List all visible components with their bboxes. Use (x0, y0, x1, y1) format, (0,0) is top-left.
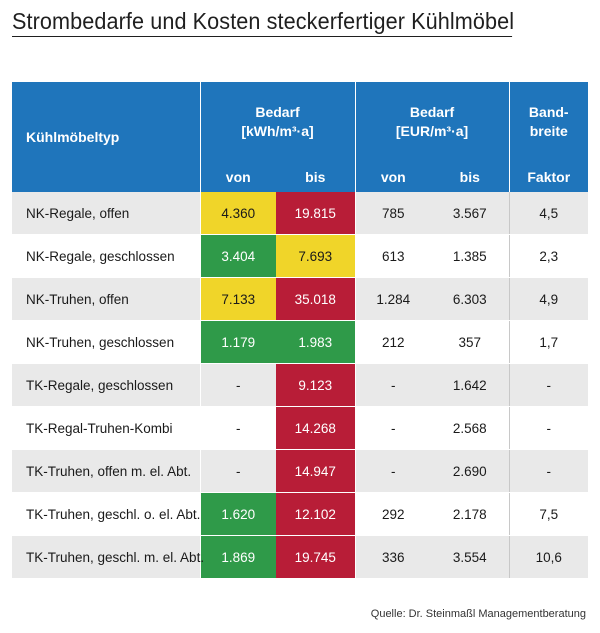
cell-faktor: - (509, 449, 589, 493)
cell-eur-bis: 2.178 (431, 492, 510, 536)
table-row: NK-Regale, geschlossen 3.404 7.693 613 1.385… (12, 234, 589, 278)
header-group-band-line1: Band- (528, 104, 569, 120)
cell-faktor: 10,6 (509, 535, 589, 579)
table-row: TK-Regale, geschlossen -9.123-1.642- (12, 363, 589, 407)
cell-faktor: 7,5 (509, 492, 589, 536)
header-group-kwh-line2: [kWh/m³·a] (241, 123, 314, 139)
header-faktor: Faktor (509, 162, 589, 192)
cell-kwh-von: 1.869 (200, 535, 276, 579)
table-row: TK-Truhen, offen m. el. Abt. -14.947-2.69… (12, 449, 589, 493)
cell-eur-von: - (355, 363, 432, 407)
cell-faktor: 1,7 (509, 320, 589, 364)
data-table: Kühlmöbeltyp Bedarf [kWh/m³·a] Bedarf [E… (12, 82, 589, 579)
cell-eur-von: 212 (355, 320, 432, 364)
cell-kwh-von: 1.179 (200, 320, 276, 364)
cell-eur-von: 613 (355, 234, 432, 278)
cell-kwh-von: 7.133 (200, 277, 276, 321)
table-row: TK-Regal-Truhen-Kombi -14.268-2.568- (12, 406, 589, 450)
cell-eur-von: 336 (355, 535, 432, 579)
cell-kwh-von: 1.620 (200, 492, 276, 536)
cell-type: TK-Regale, geschlossen (12, 363, 201, 407)
cell-kwh-bis: 14.947 (276, 449, 356, 493)
cell-type: TK-Truhen, geschl. m. el. Abt. (12, 535, 204, 579)
cell-faktor: - (509, 406, 589, 450)
header-group-eur-line1: Bedarf (409, 104, 455, 120)
header-eur-bis: bis (431, 162, 510, 192)
source-note: Quelle: Dr. Steinmaßl Managementberatung (370, 608, 586, 620)
header-type: Kühlmöbeltyp (12, 82, 201, 192)
header-kwh-von: von (200, 162, 276, 192)
cell-kwh-bis: 19.745 (276, 535, 356, 579)
cell-eur-von: - (355, 449, 432, 493)
table-header: Kühlmöbeltyp Bedarf [kWh/m³·a] Bedarf [E… (12, 82, 589, 192)
cell-type: NK-Truhen, offen (12, 277, 201, 321)
cell-faktor: - (509, 363, 589, 407)
cell-kwh-bis: 9.123 (276, 363, 356, 407)
cell-eur-von: 785 (355, 192, 432, 235)
cell-eur-bis: 6.303 (431, 277, 510, 321)
header-group-eur-line2: [EUR/m³·a] (395, 123, 469, 139)
cell-type: NK-Regale, geschlossen (12, 234, 201, 278)
table-row: NK-Regale, offen 4.360 19.815 785 3.567 4,5 (12, 192, 589, 235)
cell-eur-von: 1.284 (355, 277, 432, 321)
header-group-band: Band- breite (509, 82, 589, 162)
cell-kwh-von: 3.404 (200, 234, 276, 278)
cell-kwh-bis: 7.693 (276, 234, 356, 278)
data-table-container: Kühlmöbeltyp Bedarf [kWh/m³·a] Bedarf [E… (12, 82, 589, 579)
header-eur-von: von (355, 162, 432, 192)
table-row: NK-Truhen, geschlossen 1.179 1.983 212 357 1,… (12, 320, 589, 364)
cell-eur-bis: 2.690 (431, 449, 510, 493)
chart-title: Strombedarfe und Kosten steckerfertiger … (12, 6, 514, 37)
cell-eur-bis: 1.385 (431, 234, 510, 278)
cell-kwh-von: 4.360 (200, 192, 276, 235)
header-kwh-bis: bis (276, 162, 356, 192)
cell-eur-von: 292 (355, 492, 432, 536)
cell-type: TK-Truhen, offen m. el. Abt. (12, 449, 201, 493)
cell-kwh-von: - (200, 449, 276, 493)
cell-type: NK-Truhen, geschlossen (12, 320, 201, 364)
cell-eur-bis: 2.568 (431, 406, 510, 450)
cell-kwh-bis: 35.018 (276, 277, 356, 321)
table-row: NK-Truhen, offen 7.133 35.018 1.284 6.303 4,9 (12, 277, 589, 321)
cell-faktor: 4,9 (509, 277, 589, 321)
cell-kwh-von: - (200, 363, 276, 407)
header-group-kwh-line1: Bedarf (255, 104, 300, 120)
cell-eur-bis: 3.567 (431, 192, 510, 235)
header-group-eur: Bedarf [EUR/m³·a] (355, 82, 510, 162)
cell-eur-bis: 1.642 (431, 363, 510, 407)
cell-kwh-bis: 12.102 (276, 492, 356, 536)
table-row: TK-Truhen, geschl. m. el. Abt. 1.869 19.74… (12, 535, 589, 579)
cell-eur-von: - (355, 406, 432, 450)
cell-type: NK-Regale, offen (12, 192, 201, 235)
cell-kwh-von: - (200, 406, 276, 450)
cell-faktor: 4,5 (509, 192, 589, 235)
cell-type: TK-Regal-Truhen-Kombi (12, 406, 201, 450)
cell-type: TK-Truhen, geschl. o. el. Abt. (12, 492, 201, 536)
header-group-kwh: Bedarf [kWh/m³·a] (200, 82, 356, 162)
cell-eur-bis: 3.554 (431, 535, 510, 579)
cell-kwh-bis: 14.268 (276, 406, 356, 450)
header-group-band-line2: breite (529, 123, 568, 139)
cell-kwh-bis: 19.815 (276, 192, 356, 235)
table-row: TK-Truhen, geschl. o. el. Abt. 1.620 12.10… (12, 492, 589, 536)
cell-faktor: 2,3 (509, 234, 589, 278)
table-body: NK-Regale, offen 4.360 19.815 785 3.567 4,5 NK… (12, 192, 589, 579)
cell-eur-bis: 357 (431, 320, 510, 364)
cell-kwh-bis: 1.983 (276, 320, 356, 364)
